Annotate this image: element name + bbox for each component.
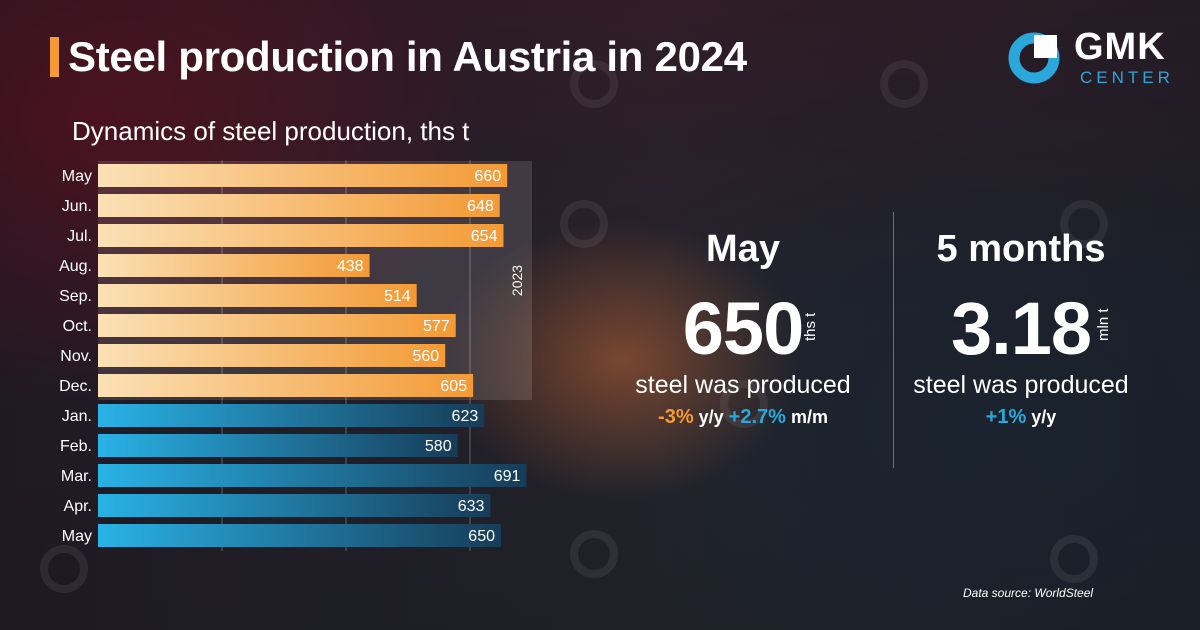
category-label: Feb. (60, 438, 92, 455)
category-label: Apr. (64, 498, 92, 515)
period-value: 3.18 (950, 287, 1092, 370)
category-label: Jul. (67, 228, 92, 245)
data-source: Data source: WorldSteel (963, 586, 1094, 600)
category-label: May (62, 528, 92, 545)
data-label: 560 (412, 348, 439, 365)
month-changes: -3% y/y +2.7% m/m (612, 406, 874, 429)
category-label: Nov. (60, 348, 92, 365)
month-change-yy: -3% (658, 406, 694, 428)
category-label: Dec. (59, 378, 92, 395)
period-value-row: 3.18 mln t (895, 291, 1147, 367)
gmk-center-logo: GMK CENTER (1008, 26, 1178, 90)
logo-text-center: CENTER (1080, 68, 1174, 87)
watermark-logo-icon (560, 200, 608, 248)
period-heading: 5 months (936, 228, 1106, 270)
category-label: May (62, 168, 92, 185)
month-value-row: 650 ths t (612, 291, 874, 367)
category-label: Jun. (62, 198, 92, 215)
category-label: Oct. (63, 318, 92, 335)
bar (98, 194, 500, 217)
bar (98, 404, 485, 427)
production-bar-chart: May 660 Jun. 648 Jul. 654 Aug. 438 Sep. 514 Oct. 57… (59, 160, 532, 551)
bar (98, 314, 456, 337)
data-label: 654 (471, 228, 498, 245)
bar (98, 344, 446, 367)
logo-text-gmk: GMK (1074, 26, 1166, 68)
bar (98, 164, 508, 187)
period-change-yy-label: y/y (1031, 407, 1057, 427)
bar (98, 374, 474, 397)
period-change-yy: +1% (985, 406, 1027, 428)
watermark-logo-icon (720, 380, 768, 428)
month-change-mm: +2.7% (728, 406, 786, 428)
month-value: 650 (682, 287, 804, 370)
bar (98, 224, 504, 247)
stat-divider (893, 212, 894, 468)
title-accent-bar (50, 37, 59, 77)
bar (98, 284, 417, 307)
gmk-logo-icon (1008, 32, 1060, 84)
watermark-logo-icon (40, 545, 88, 593)
data-label: 514 (384, 288, 411, 305)
category-label: Sep. (59, 288, 92, 305)
month-caption: steel was produced (635, 371, 851, 399)
month-stat-block: May 650 ths t steel was produced -3% y/y… (612, 228, 874, 429)
watermark-logo-icon (570, 530, 618, 578)
data-label: 691 (494, 468, 521, 485)
month-change-mm-label: m/m (790, 407, 828, 427)
category-label: Jan. (62, 408, 92, 425)
month-unit: ths t (802, 312, 819, 341)
year-group-label: 2023 (509, 265, 525, 296)
category-label: Aug. (59, 258, 92, 275)
period-caption: steel was produced (913, 371, 1129, 399)
period-changes: +1% y/y (895, 406, 1147, 429)
chart-title: Dynamics of steel production, ths t (72, 116, 470, 146)
watermark-logo-icon (1060, 200, 1108, 248)
data-label: 650 (468, 528, 495, 545)
watermark-logo-icon (570, 60, 618, 108)
watermark-logo-icon (1050, 535, 1098, 583)
data-label: 633 (458, 498, 485, 515)
page-title: Steel production in Austria in 2024 (68, 33, 747, 80)
data-label: 577 (423, 318, 450, 335)
period-unit: mln t (1095, 308, 1112, 341)
bar (98, 494, 491, 517)
bar (98, 524, 501, 547)
month-change-yy-label: y/y (698, 407, 724, 427)
period-stat-block: 5 months 3.18 mln t steel was produced +… (895, 228, 1147, 429)
data-label: 580 (425, 438, 452, 455)
watermark-logo-icon (880, 60, 928, 108)
month-heading: May (706, 228, 780, 270)
data-label: 438 (337, 258, 364, 275)
category-label: Mar. (61, 468, 92, 485)
data-label: 623 (452, 408, 479, 425)
bar (98, 464, 527, 487)
data-label: 660 (474, 168, 501, 185)
bar (98, 254, 370, 277)
bar (98, 434, 458, 457)
data-label: 605 (440, 378, 467, 395)
data-label: 648 (467, 198, 494, 215)
